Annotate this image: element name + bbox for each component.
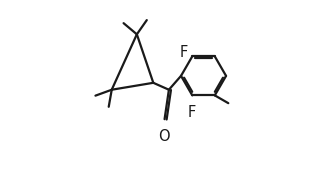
Text: O: O	[158, 129, 170, 144]
Text: F: F	[179, 45, 188, 59]
Text: F: F	[187, 105, 196, 120]
